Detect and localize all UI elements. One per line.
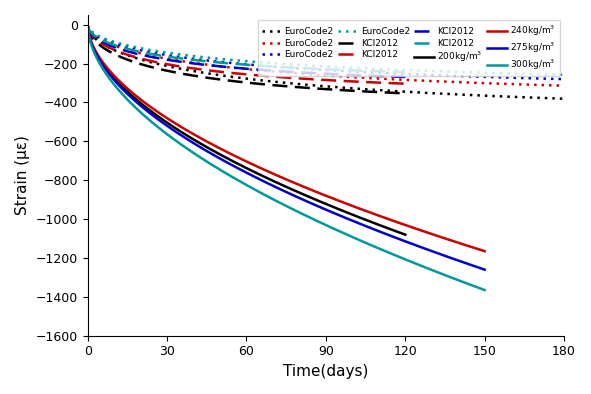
- X-axis label: Time(days): Time(days): [283, 364, 369, 379]
- Legend: EuroCode2, EuroCode2, EuroCode2, EuroCode2, KCI2012, KCI2012, KCI2012, KCI2012, : EuroCode2, EuroCode2, EuroCode2, EuroCod…: [258, 20, 560, 76]
- Y-axis label: Strain (με): Strain (με): [15, 136, 30, 215]
